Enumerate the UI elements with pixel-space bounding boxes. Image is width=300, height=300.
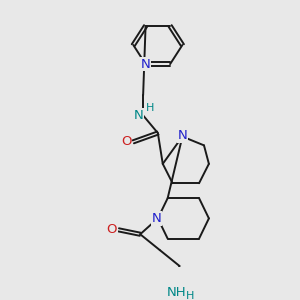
Text: H: H bbox=[146, 103, 154, 113]
Text: N: N bbox=[133, 109, 143, 122]
Text: N: N bbox=[141, 58, 151, 70]
Text: H: H bbox=[186, 291, 194, 300]
Text: O: O bbox=[106, 223, 117, 236]
Text: N: N bbox=[178, 129, 187, 142]
Text: NH: NH bbox=[167, 286, 186, 299]
Text: O: O bbox=[121, 135, 132, 148]
Text: N: N bbox=[152, 212, 162, 225]
